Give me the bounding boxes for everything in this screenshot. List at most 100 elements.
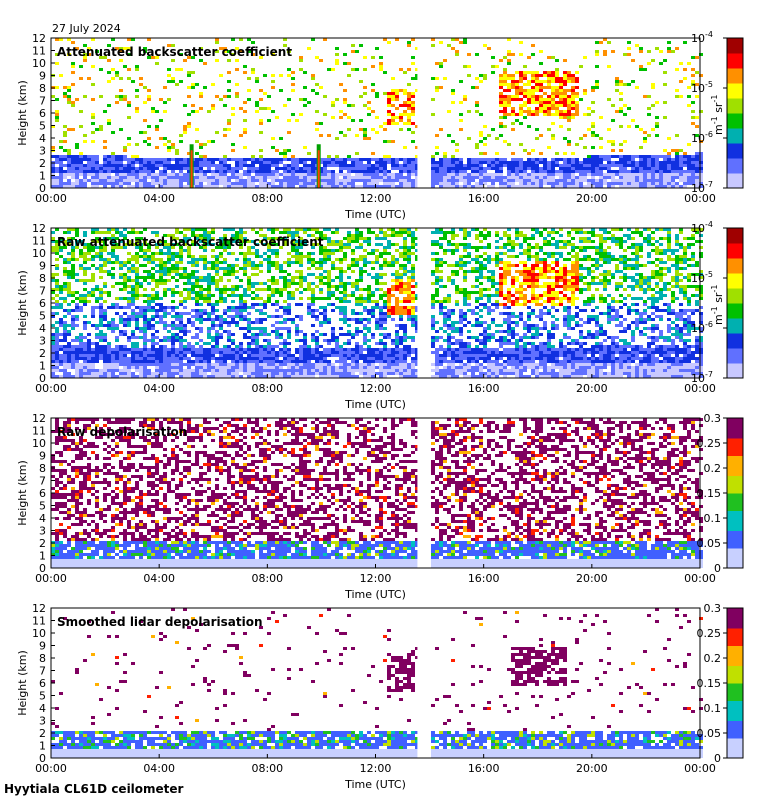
heatmap-cell	[75, 339, 79, 342]
heatmap-cell	[375, 116, 379, 119]
heatmap-cell	[259, 240, 263, 243]
heatmap-cell	[271, 345, 275, 348]
colorbar-step	[727, 120, 743, 124]
heatmap-cell	[367, 170, 371, 173]
heatmap-cell	[231, 228, 235, 231]
heatmap-cell	[103, 309, 107, 312]
heatmap-cell	[195, 234, 199, 237]
heatmap-cell	[67, 282, 71, 285]
heatmap-cell	[235, 234, 239, 237]
heatmap-cell	[339, 279, 343, 282]
heatmap-cell	[83, 303, 87, 306]
heatmap-cell	[231, 107, 235, 110]
heatmap-cell	[287, 185, 291, 188]
heatmap-cell	[391, 182, 395, 185]
heatmap-cell	[291, 246, 295, 249]
heatmap-cell	[199, 315, 203, 318]
heatmap-cell	[147, 255, 151, 258]
heatmap-cell	[211, 309, 215, 312]
heatmap-cell	[659, 62, 663, 65]
heatmap-cell	[639, 173, 643, 176]
heatmap-cell	[363, 158, 367, 161]
heatmap-cell	[267, 375, 271, 378]
heatmap-cell	[643, 68, 647, 71]
heatmap-cell	[143, 173, 147, 176]
heatmap-cell	[259, 330, 263, 333]
heatmap-cell	[59, 324, 63, 327]
heatmap-cell	[63, 297, 67, 300]
heatmap-cell	[103, 285, 107, 288]
heatmap-cell	[327, 354, 331, 357]
heatmap-cell	[255, 158, 259, 161]
heatmap-cell	[363, 179, 367, 182]
heatmap-cell	[95, 336, 99, 339]
heatmap-cell	[379, 65, 383, 68]
heatmap-cell	[307, 288, 311, 291]
heatmap-cell	[371, 83, 375, 86]
heatmap-cell	[491, 167, 495, 170]
heatmap-cell	[163, 312, 167, 315]
heatmap-cell	[331, 279, 335, 282]
heatmap-cell	[51, 182, 55, 185]
heatmap-cell	[591, 134, 595, 137]
heatmap-cell	[251, 179, 255, 182]
heatmap-cell	[503, 107, 507, 110]
heatmap-cell	[339, 158, 343, 161]
heatmap-cell	[683, 155, 687, 158]
heatmap-cell	[275, 173, 279, 176]
heatmap-cell	[447, 158, 451, 161]
heatmap-cell	[243, 270, 247, 273]
heatmap-cell	[179, 369, 183, 372]
heatmap-cell	[331, 261, 335, 264]
panel-title: Attenuated backscatter coefficient	[57, 45, 292, 59]
heatmap-cell	[283, 327, 287, 330]
heatmap-cell	[587, 182, 591, 185]
heatmap-cell	[267, 258, 271, 261]
heatmap-cell	[303, 342, 307, 345]
heatmap-cell	[115, 348, 119, 351]
heatmap-cell	[179, 372, 183, 375]
heatmap-cell	[267, 345, 271, 348]
heatmap-cell	[99, 315, 103, 318]
heatmap-cell	[207, 243, 211, 246]
heatmap-cell	[223, 228, 227, 231]
heatmap-cell	[539, 134, 543, 137]
heatmap-cell	[691, 155, 695, 158]
heatmap-cell	[207, 354, 211, 357]
heatmap-cell	[515, 158, 519, 161]
heatmap-cell	[171, 264, 175, 267]
heatmap-cell	[527, 158, 531, 161]
heatmap-cell	[575, 104, 579, 107]
heatmap-cell	[95, 297, 99, 300]
heatmap-cell	[319, 357, 323, 360]
heatmap-cell	[111, 131, 115, 134]
heatmap-cell	[695, 152, 699, 155]
heatmap-cell	[335, 228, 339, 231]
heatmap-cell	[335, 98, 339, 101]
heatmap-cell	[175, 243, 179, 246]
heatmap-cell	[331, 372, 335, 375]
heatmap-cell	[87, 279, 91, 282]
heatmap-cell	[663, 164, 667, 167]
heatmap-cell	[83, 56, 87, 59]
heatmap-cell	[599, 173, 603, 176]
heatmap-cell	[87, 354, 91, 357]
heatmap-cell	[399, 182, 403, 185]
x-axis-label: Time (UTC)	[344, 208, 406, 221]
heatmap-cell	[179, 315, 183, 318]
heatmap-cell	[99, 357, 103, 360]
heatmap-cell	[95, 252, 99, 255]
heatmap-cell	[679, 173, 683, 176]
heatmap-cell	[335, 47, 339, 50]
heatmap-cell	[95, 375, 99, 378]
heatmap-cell	[691, 167, 695, 170]
heatmap-cell	[403, 89, 407, 92]
x-tick-label: 04:00	[143, 192, 175, 205]
colorbar-step	[727, 115, 743, 119]
heatmap-cell	[483, 170, 487, 173]
heatmap-cell	[155, 282, 159, 285]
heatmap-cell	[131, 309, 135, 312]
heatmap-cell	[63, 182, 67, 185]
heatmap-cell	[691, 83, 695, 86]
heatmap-cell	[67, 158, 71, 161]
